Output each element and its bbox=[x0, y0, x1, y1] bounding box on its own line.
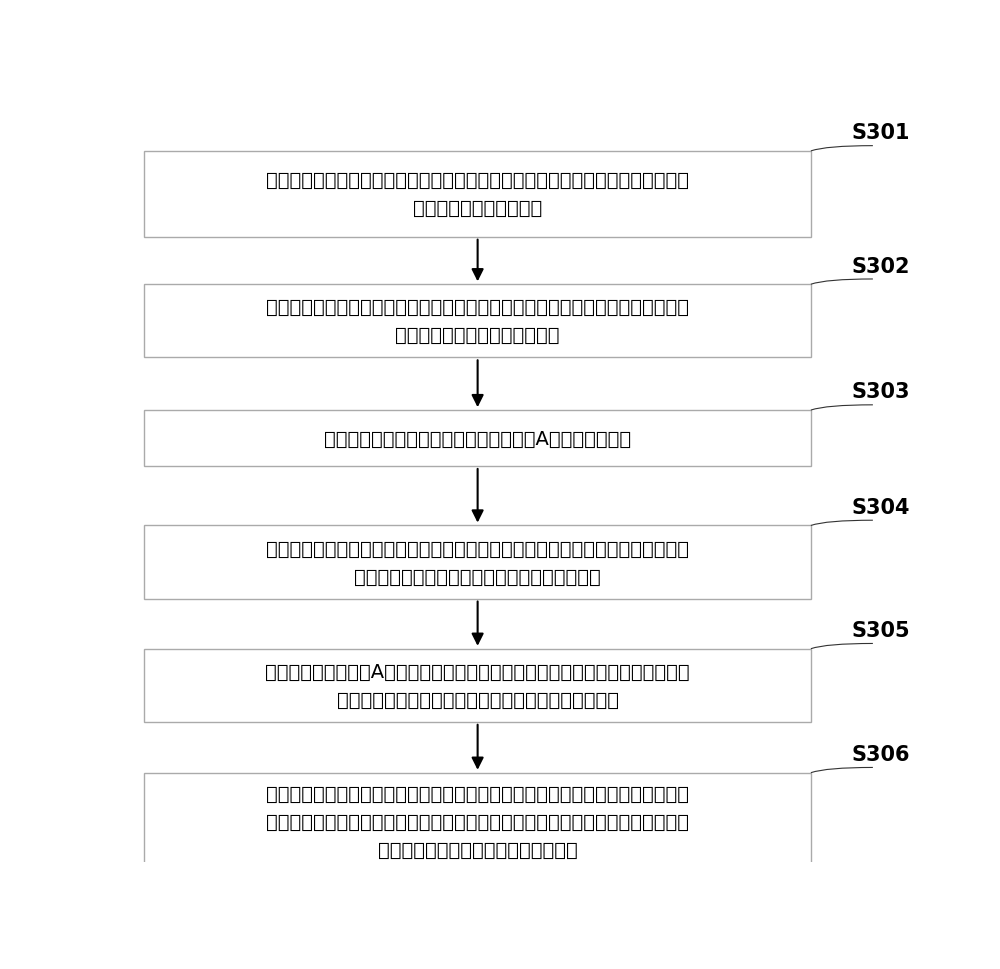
Text: 将所述线电压有效值作为幅值相位调整模块的线电压有效值信号的输出信号，并将
所述输出信号输入到理想电压源: 将所述线电压有效值作为幅值相位调整模块的线电压有效值信号的输出信号，并将 所述输… bbox=[266, 298, 689, 345]
Text: S302: S302 bbox=[851, 256, 910, 276]
Text: S303: S303 bbox=[851, 382, 910, 402]
Text: S306: S306 bbox=[851, 744, 910, 765]
Bar bbox=[144, 411, 811, 467]
Text: 根据所述理想电压源A相的电压相位值及所述时刻故障波形电压源和理想电压源的
相位差，通过幅值相位调整模块对理想电压源进行调整: 根据所述理想电压源A相的电压相位值及所述时刻故障波形电压源和理想电压源的 相位差… bbox=[265, 662, 690, 709]
Bar bbox=[144, 773, 811, 870]
Bar bbox=[144, 526, 811, 599]
Text: S305: S305 bbox=[851, 620, 910, 641]
Text: 根据高压直流输电系统故障前故障波形电压源的波形峰值数据，计算故障波形电压
源故障前的线电压有效值: 根据高压直流输电系统故障前故障波形电压源的波形峰值数据，计算故障波形电压 源故障… bbox=[266, 172, 689, 218]
Text: S304: S304 bbox=[851, 497, 910, 517]
Bar bbox=[144, 152, 811, 237]
Text: S301: S301 bbox=[851, 123, 910, 143]
Text: 通过幅值相位调整模块，计算理想电压源A相的电压相位值: 通过幅值相位调整模块，计算理想电压源A相的电压相位值 bbox=[324, 429, 631, 448]
Text: 根据时间差最小原则，计算故障波形电压源和理想电压源幅值相同的时刻，并计算
所述时刻故障波形电压源和理想电压源的相位差: 根据时间差最小原则，计算故障波形电压源和理想电压源幅值相同的时刻，并计算 所述时… bbox=[266, 539, 689, 586]
Bar bbox=[144, 649, 811, 722]
Bar bbox=[144, 285, 811, 358]
Text: 当故障波形电压源故障前设定时刻的相位值与理想电压源的相位值接近一致时，通
过幅值相位调整模块产生触发脉冲信号，并将所述触发脉冲信号进行展宽延时后通
过幅值相位调: 当故障波形电压源故障前设定时刻的相位值与理想电压源的相位值接近一致时，通 过幅值… bbox=[266, 784, 689, 859]
